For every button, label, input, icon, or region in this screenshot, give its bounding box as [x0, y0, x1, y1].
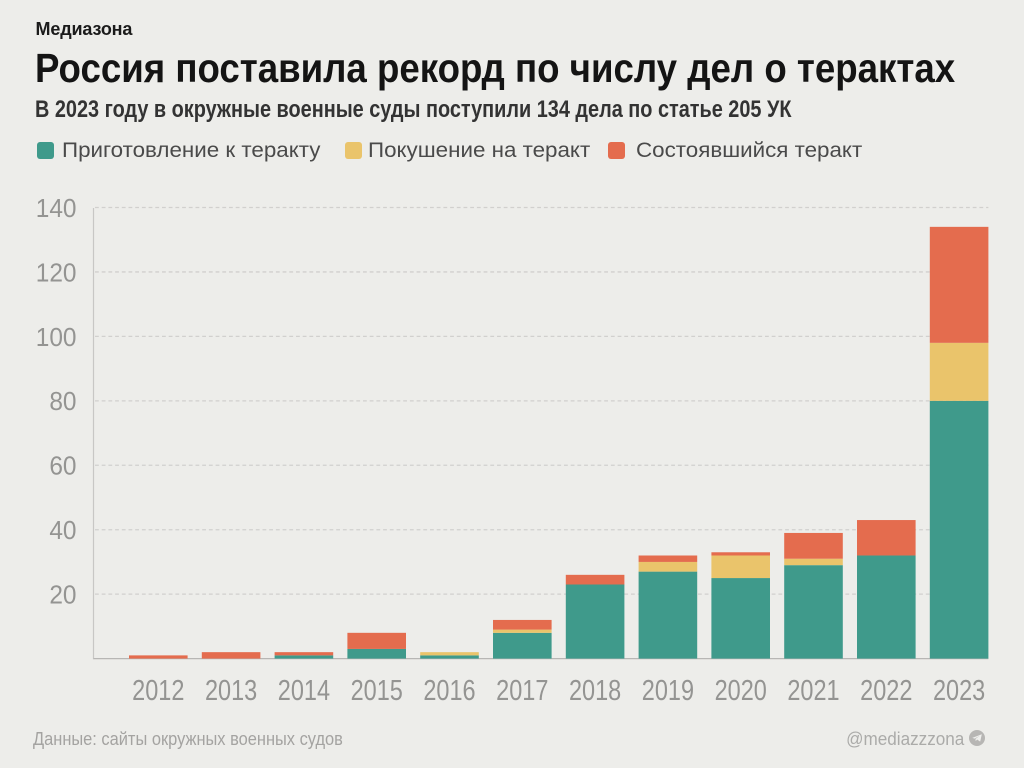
svg-text:2023: 2023 — [933, 674, 985, 707]
svg-text:2020: 2020 — [715, 674, 767, 707]
svg-text:2018: 2018 — [569, 674, 621, 707]
svg-text:100: 100 — [36, 323, 77, 352]
svg-text:140: 140 — [36, 194, 77, 223]
svg-text:2013: 2013 — [205, 674, 257, 707]
svg-text:2014: 2014 — [278, 674, 330, 707]
svg-text:120: 120 — [36, 259, 77, 288]
svg-text:2019: 2019 — [642, 674, 694, 707]
svg-text:2012: 2012 — [132, 674, 184, 707]
svg-text:2022: 2022 — [860, 674, 912, 707]
svg-text:2016: 2016 — [423, 674, 475, 707]
svg-text:20: 20 — [49, 581, 76, 610]
svg-text:80: 80 — [49, 388, 76, 417]
svg-text:60: 60 — [49, 452, 76, 481]
svg-text:2021: 2021 — [787, 674, 839, 707]
svg-text:40: 40 — [49, 516, 76, 545]
svg-text:2017: 2017 — [496, 674, 548, 707]
svg-text:2015: 2015 — [351, 674, 403, 707]
